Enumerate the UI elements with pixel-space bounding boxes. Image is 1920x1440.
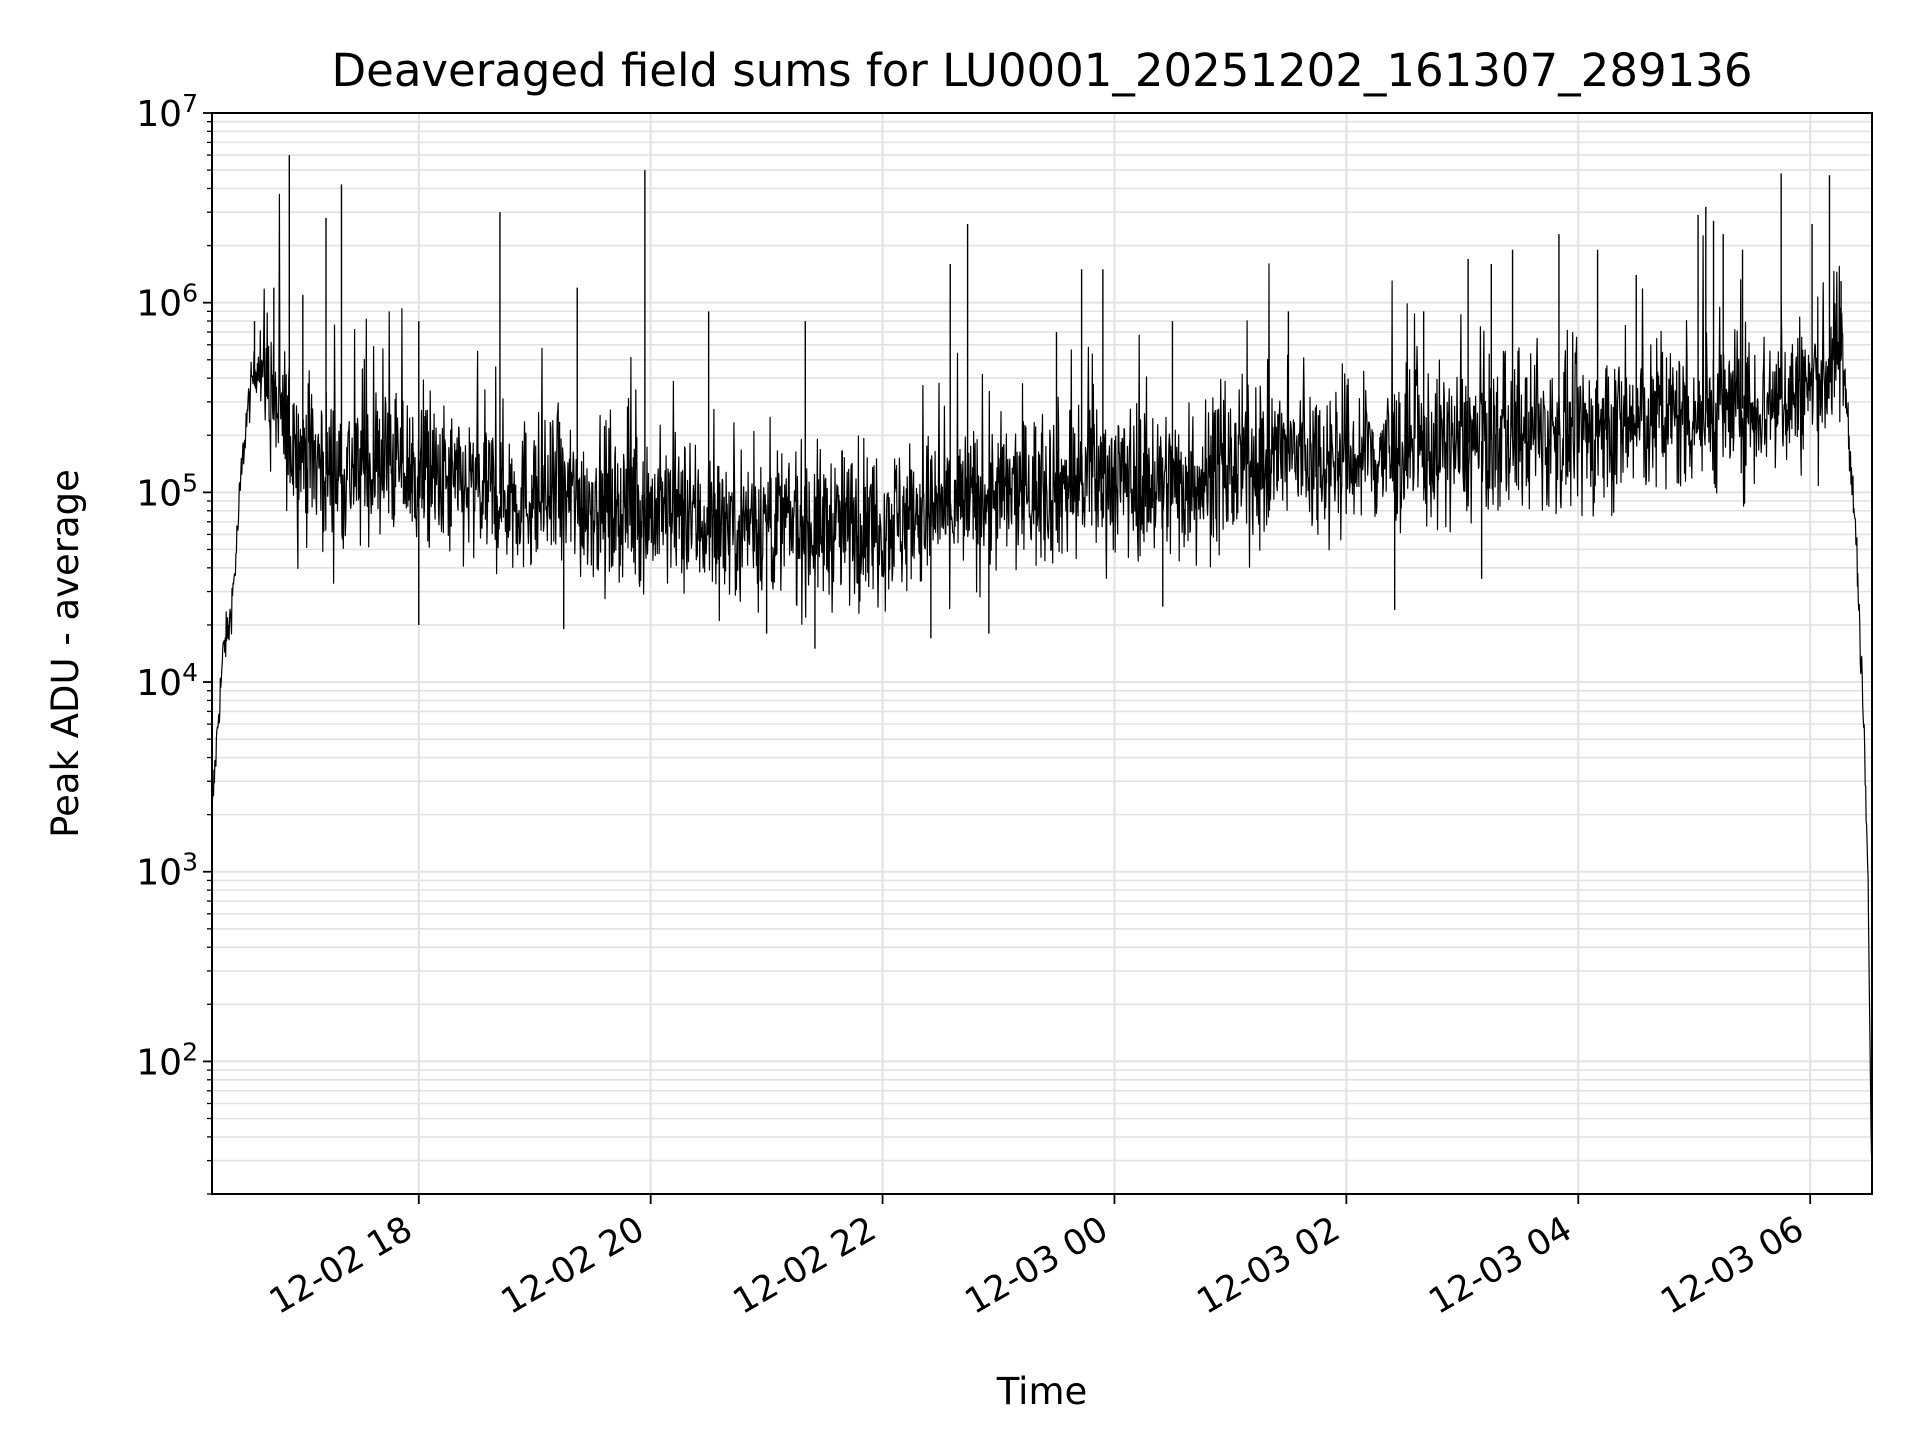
series-group <box>211 155 1873 1160</box>
y-tick-label: 105 <box>136 468 198 515</box>
series-line <box>211 193 1873 1160</box>
y-tick-label: 102 <box>136 1037 198 1084</box>
y-tick-label: 107 <box>136 89 198 136</box>
plot-frame <box>211 112 1873 1195</box>
chart-title: Deaveraged field sums for LU0001_2025120… <box>332 44 1753 97</box>
x-axis-label: Time <box>996 1370 1088 1413</box>
y-tick-label: 103 <box>136 847 198 894</box>
y-axis-label: Peak ADU - average <box>44 469 87 838</box>
y-tick-label: 104 <box>136 658 198 705</box>
y-axis: 102 103 104 105 106 107 <box>136 89 212 1195</box>
y-tick-label: 106 <box>136 278 198 325</box>
